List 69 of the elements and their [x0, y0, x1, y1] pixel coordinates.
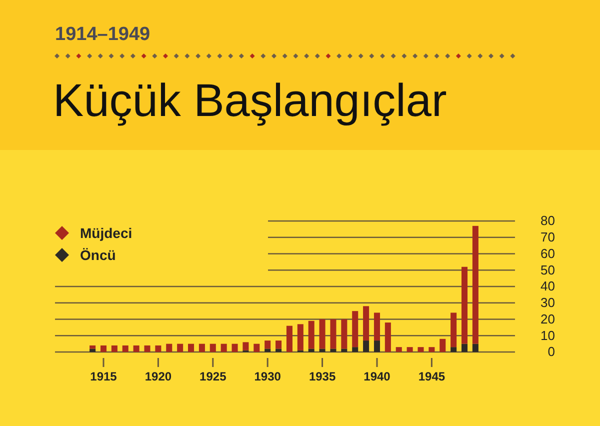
y-tick-label: 40	[540, 278, 555, 294]
bar	[144, 345, 150, 352]
bar	[90, 345, 96, 349]
x-tick-label: 1915	[90, 370, 118, 384]
bar	[133, 345, 140, 352]
bar	[363, 340, 370, 352]
bar	[90, 348, 96, 352]
legend-label: Müjdeci	[80, 225, 132, 241]
bar	[276, 348, 282, 352]
y-tick-label: 10	[540, 328, 555, 343]
bar	[319, 348, 326, 352]
bar	[418, 347, 424, 352]
bar	[166, 344, 172, 352]
bar	[286, 326, 292, 352]
bar	[374, 312, 380, 341]
bar	[308, 320, 314, 349]
bar	[472, 344, 478, 352]
bar	[330, 319, 336, 349]
bar	[155, 345, 162, 352]
x-tick-label: 1925	[200, 370, 227, 384]
y-tick-label: 80	[540, 213, 555, 228]
y-tick-label: 50	[540, 262, 555, 278]
bar	[122, 345, 128, 352]
bar	[177, 344, 184, 352]
y-tick-label: 20	[540, 311, 555, 326]
bar	[254, 344, 260, 352]
bar	[396, 347, 402, 352]
bar	[264, 348, 271, 352]
bar	[264, 340, 271, 349]
y-tick-label: 60	[540, 246, 555, 261]
bar	[374, 340, 380, 352]
bar	[330, 348, 336, 352]
bar	[232, 344, 238, 352]
y-tick-label: 0	[548, 344, 555, 360]
bar	[111, 345, 118, 352]
bar	[188, 344, 194, 352]
bar	[242, 342, 249, 350]
bar	[363, 306, 370, 341]
bar	[472, 226, 478, 344]
x-tick-label: 1930	[254, 370, 282, 384]
chart-title: Küçük Başlangıçlar	[53, 74, 447, 126]
bar	[341, 319, 348, 349]
bar	[198, 344, 205, 352]
x-tick-label: 1940	[364, 370, 391, 384]
legend-label: Öncü	[80, 247, 116, 263]
bar	[461, 344, 468, 352]
bar	[308, 348, 314, 352]
y-tick-label: 30	[540, 295, 555, 310]
bar	[450, 312, 457, 348]
x-tick-label: 1935	[308, 370, 336, 384]
bar	[341, 348, 348, 352]
y-tick-label: 70	[540, 230, 555, 245]
x-tick-label: 1945	[418, 370, 446, 384]
bar	[100, 345, 107, 352]
bar	[210, 344, 216, 352]
bar	[450, 347, 457, 352]
bar	[220, 344, 227, 352]
bar	[352, 311, 358, 348]
chart-subtitle: 1914–1949	[55, 24, 150, 45]
bar	[384, 322, 391, 352]
bar	[276, 340, 282, 349]
bar	[352, 347, 358, 352]
bar	[319, 319, 326, 349]
bar	[461, 266, 468, 344]
x-tick-label: 1920	[144, 370, 172, 384]
bar	[297, 324, 304, 350]
bar	[406, 347, 413, 352]
bar	[440, 338, 446, 352]
bar	[428, 347, 435, 352]
